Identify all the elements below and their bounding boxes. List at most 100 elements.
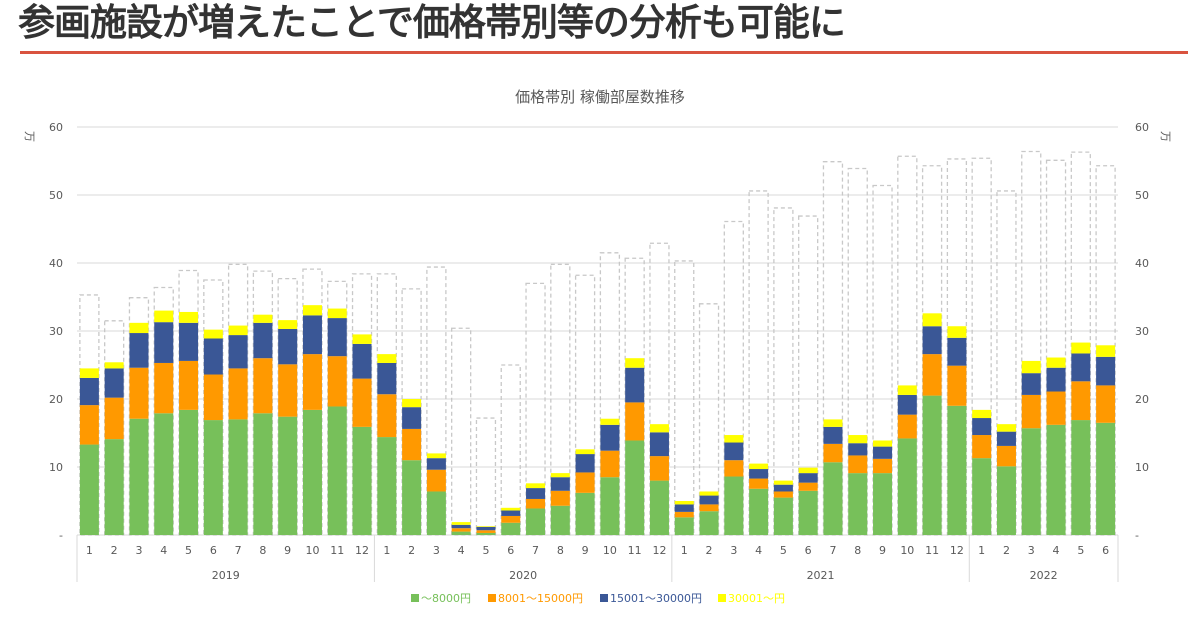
x-tick-label: 4 [1053, 544, 1060, 557]
legend-label: 15001～30000円 [610, 592, 702, 605]
x-tick-label: 7 [829, 544, 836, 557]
legend-swatch [411, 594, 419, 602]
x-tick-label: 12 [950, 544, 964, 557]
y2-tick-label: - [1135, 529, 1139, 542]
bar-segment-series-0 [823, 462, 843, 535]
bar-segment-series-1 [1021, 394, 1041, 429]
bar-segment-series-0 [278, 416, 298, 535]
bar-segment-series-1 [526, 498, 546, 509]
legend-label: 30001～円 [728, 592, 785, 605]
x-tick-label: 3 [135, 544, 142, 557]
bar-segment-series-0 [451, 531, 471, 535]
bar-segment-series-3 [724, 435, 744, 443]
x-tick-label: 1 [86, 544, 93, 557]
bar-segment-series-2 [526, 488, 546, 499]
bar-segment-series-2 [1096, 356, 1116, 386]
capacity-bar [773, 207, 794, 536]
bar-segment-series-3 [451, 522, 471, 525]
x-tick-label: 2 [111, 544, 118, 557]
y-tick-label: 40 [49, 257, 63, 270]
x-tick-label: 11 [628, 544, 642, 557]
bar-segment-series-0 [377, 437, 397, 535]
bar-segment-series-0 [501, 522, 521, 535]
x-tick-label: 8 [259, 544, 266, 557]
x-tick-label: 5 [780, 544, 787, 557]
bar-segment-series-2 [922, 326, 942, 355]
y2-axis-unit: 万 [1159, 131, 1172, 142]
bar-segment-series-2 [451, 524, 471, 529]
chart-title: 価格帯別 稼働部屋数推移 [515, 88, 685, 106]
y2-tick-label: 50 [1135, 189, 1149, 202]
x-tick-label: 9 [582, 544, 589, 557]
bar-segment-series-0 [873, 473, 893, 535]
bar-segment-series-1 [649, 456, 669, 481]
bar-segment-series-3 [823, 419, 843, 427]
bar-segment-series-1 [674, 511, 694, 518]
x-tick-label: 6 [1102, 544, 1109, 557]
bar-segment-series-1 [327, 356, 347, 407]
bar-segment-series-3 [154, 310, 174, 323]
bar-segment-series-1 [154, 362, 174, 414]
bar-segment-series-1 [302, 354, 322, 410]
bar-segment-series-2 [848, 443, 868, 456]
bar-segment-series-3 [501, 507, 521, 511]
bar-segment-series-1 [278, 364, 298, 417]
bar-segment-series-2 [575, 454, 595, 473]
x-tick-label: 3 [730, 544, 737, 557]
y2-tick-label: 40 [1135, 257, 1149, 270]
bar-segment-series-1 [79, 405, 99, 445]
bar-segment-series-1 [1046, 391, 1066, 425]
bar-segment-series-3 [228, 325, 248, 336]
bar-segment-series-1 [550, 490, 570, 506]
bar-segment-series-0 [972, 458, 992, 535]
bar-segment-series-1 [947, 365, 967, 406]
bar-segment-series-1 [129, 367, 149, 419]
bar-segment-series-1 [699, 504, 719, 512]
bar-segment-series-0 [327, 406, 347, 535]
bar-segment-series-3 [625, 358, 645, 368]
bar-segment-series-1 [1096, 385, 1116, 423]
bar-segment-series-1 [724, 460, 744, 477]
bar-segment-series-1 [402, 428, 422, 461]
bar-segment-series-3 [253, 314, 273, 323]
bar-segment-series-3 [1046, 357, 1066, 368]
bar-segment-series-3 [1096, 345, 1116, 357]
bar-segment-series-1 [203, 374, 223, 421]
bar-segment-series-1 [873, 458, 893, 474]
bar-segment-series-3 [749, 463, 769, 470]
bar-segment-series-0 [699, 511, 719, 535]
bar-segment-series-1 [228, 368, 248, 420]
y2-tick-label: 60 [1135, 121, 1149, 134]
x-tick-label: 4 [458, 544, 465, 557]
x-tick-label: 7 [532, 544, 539, 557]
bar-segment-series-3 [1021, 360, 1041, 374]
capacity-bar [723, 220, 744, 536]
bar-segment-series-2 [972, 418, 992, 436]
bar-segment-series-0 [773, 497, 793, 535]
bar-segment-series-3 [203, 329, 223, 339]
bar-segment-series-3 [600, 418, 620, 425]
legend-label: ～8000円 [421, 592, 471, 605]
bar-segment-series-1 [253, 358, 273, 414]
bar-segment-series-0 [79, 444, 99, 535]
bar-segment-series-0 [848, 473, 868, 535]
capacity-bar [971, 157, 992, 536]
bar-segment-series-3 [327, 308, 347, 319]
x-tick-label: 2 [408, 544, 415, 557]
x-tick-label: 4 [160, 544, 167, 557]
bar-segment-series-1 [476, 530, 496, 533]
bar-segment-series-1 [600, 450, 620, 478]
bar-segment-series-3 [476, 526, 496, 527]
x-tick-label: 10 [305, 544, 319, 557]
bar-segment-series-0 [674, 517, 694, 535]
bar-segment-series-2 [402, 407, 422, 429]
bar-segment-series-2 [1046, 367, 1066, 392]
bar-segment-series-2 [377, 362, 397, 395]
bar-segment-series-2 [426, 458, 446, 470]
bar-segment-series-3 [798, 467, 818, 474]
bar-segment-series-0 [649, 480, 669, 535]
x-tick-label: 8 [557, 544, 564, 557]
bar-segment-series-0 [575, 492, 595, 535]
bar-segment-series-3 [674, 501, 694, 505]
bar-segment-series-2 [798, 473, 818, 483]
